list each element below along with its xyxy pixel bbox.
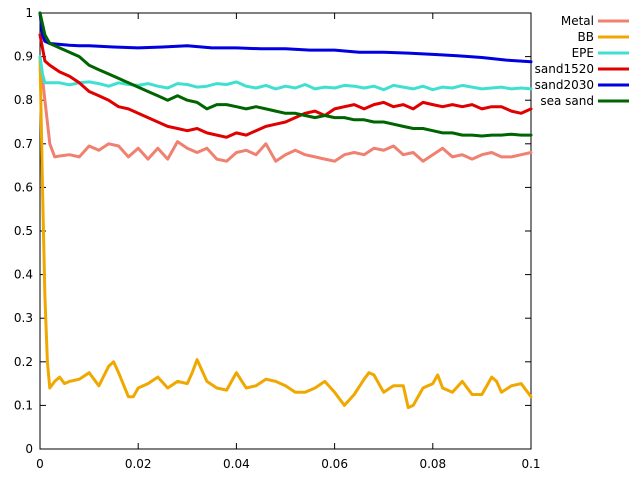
series-line-bb <box>38 55 533 410</box>
y-tick-label: 0.8 <box>14 93 33 107</box>
legend-label-bb: BB <box>578 30 594 44</box>
series-line-metal <box>38 55 533 163</box>
y-tick-label: 0.9 <box>14 50 33 64</box>
y-tick-label: 0.1 <box>14 398 33 412</box>
y-tick-label: 0 <box>25 442 33 456</box>
legend-label-epe: EPE <box>572 46 594 60</box>
y-tick-label: 0.3 <box>14 311 33 325</box>
x-tick-label: 0.1 <box>521 457 540 471</box>
series-line-sand2030 <box>38 11 533 64</box>
x-tick-label: 0.08 <box>419 457 446 471</box>
y-tick-label: 0.5 <box>14 224 33 238</box>
y-tick-label: 0.6 <box>14 180 33 194</box>
series-line-sand1520 <box>38 33 533 139</box>
series-line-sea-sand <box>38 11 533 138</box>
legend: Metal BB EPE sand1520 sand2030 sea sand <box>535 14 629 108</box>
y-tick-label: 0.7 <box>14 137 33 151</box>
x-tick-label: 0.06 <box>321 457 348 471</box>
x-tick-label: 0.04 <box>223 457 250 471</box>
y-tick-label: 0.2 <box>14 355 33 369</box>
legend-label-sand2030: sand2030 <box>535 78 594 92</box>
plot-frame <box>39 12 532 450</box>
legend-label-metal: Metal <box>561 14 594 28</box>
y-tick-label: 0.4 <box>14 268 33 282</box>
x-tick-label: 0.02 <box>125 457 152 471</box>
legend-label-sand1520: sand1520 <box>535 62 594 76</box>
y-tick-label: 1 <box>25 6 33 20</box>
legend-label-sea-sand: sea sand <box>540 94 594 108</box>
series-group <box>38 11 533 410</box>
axes: 0 0.1 0.2 0.3 0.4 0.5 0.6 0.7 0.8 0.9 1 0 0.02 0.04 0.… <box>14 6 541 471</box>
series-line-epe <box>38 55 533 92</box>
x-tick-label: 0 <box>36 457 44 471</box>
